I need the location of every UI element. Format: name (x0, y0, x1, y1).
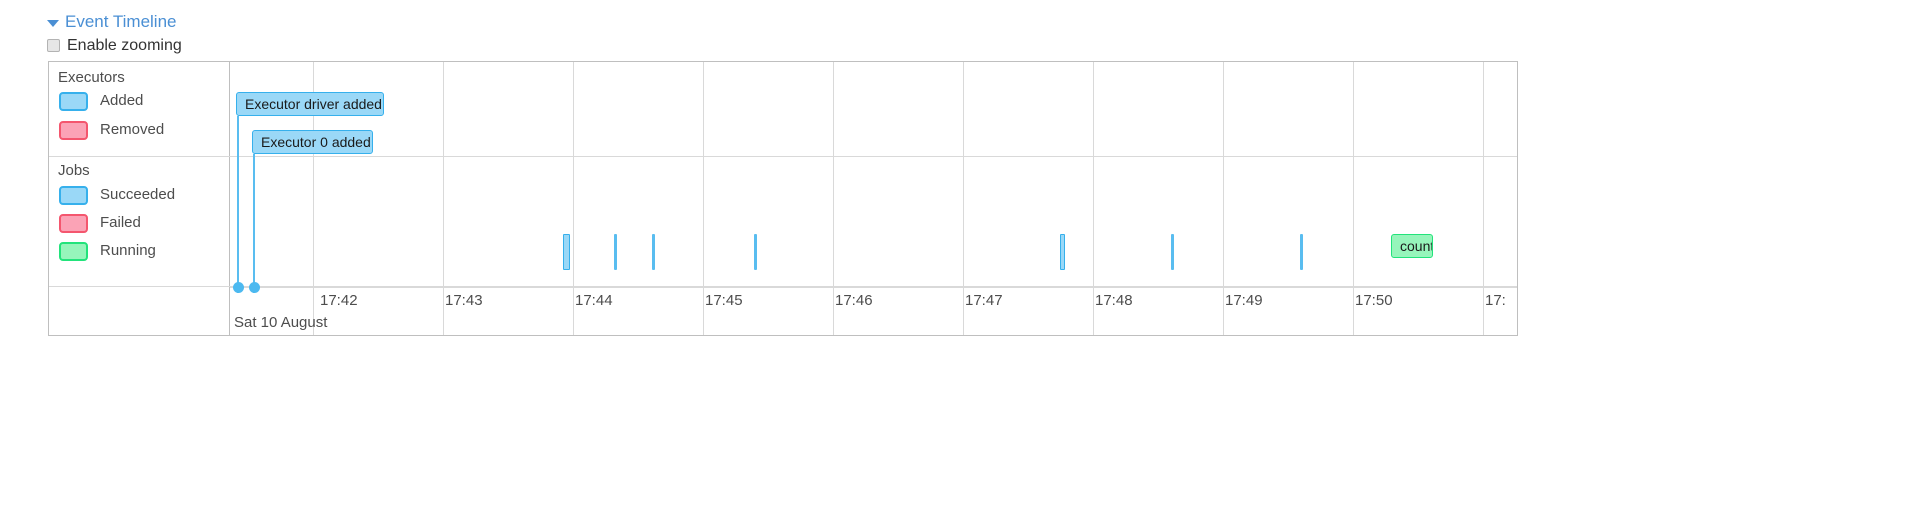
lane-executors (230, 62, 1517, 157)
legend-column: Executors Added Removed Jobs Succeeded F… (49, 62, 230, 335)
legend-group-title-jobs: Jobs (58, 162, 90, 179)
job-tick[interactable] (1171, 234, 1174, 270)
legend-item-added[interactable]: Added (59, 91, 143, 111)
legend-label-removed: Removed (100, 121, 165, 138)
axis-tick-label: 17:49 (1225, 292, 1263, 309)
job-running-box[interactable]: count (1391, 234, 1433, 258)
axis-date-label: Sat 10 August (234, 314, 328, 331)
grid-line (703, 62, 704, 335)
event-stem (253, 154, 255, 293)
axis-tick-label: 17:44 (575, 292, 613, 309)
event-timeline-chart[interactable]: Executors Added Removed Jobs Succeeded F… (48, 61, 1518, 336)
job-tick[interactable] (1300, 234, 1303, 270)
swatch-removed-icon (59, 120, 88, 140)
enable-zooming-row[interactable]: Enable zooming (47, 36, 182, 55)
axis-tick-label: 17:47 (965, 292, 1003, 309)
swatch-running-icon (59, 241, 88, 261)
grid-line (573, 62, 574, 335)
axis-rule (230, 287, 1517, 288)
timeline-canvas[interactable]: 17:42 17:43 17:44 17:45 17:46 17:47 17:48 17:49… (230, 62, 1517, 335)
job-tick[interactable] (652, 234, 655, 270)
grid-line (833, 62, 834, 335)
legend-label-failed: Failed (100, 214, 141, 231)
job-tick[interactable] (1060, 234, 1065, 270)
swatch-failed-icon (59, 213, 88, 233)
axis-tick-label: 17:50 (1355, 292, 1393, 309)
axis-tick-label: 17:45 (705, 292, 743, 309)
legend-item-succeeded[interactable]: Succeeded (59, 185, 175, 205)
legend-group-executors: Executors Added Removed (49, 62, 230, 157)
event-stem (237, 116, 239, 293)
legend-group-jobs: Jobs Succeeded Failed Running (49, 157, 230, 287)
legend-label-running: Running (100, 242, 156, 259)
axis-tick-label: 17:46 (835, 292, 873, 309)
legend-axis-spacer (49, 287, 230, 335)
legend-group-title-executors: Executors (58, 69, 125, 86)
event-label-box[interactable]: Executor 0 added (252, 130, 373, 154)
job-tick[interactable] (754, 234, 757, 270)
swatch-added-icon (59, 91, 88, 111)
lane-jobs (230, 157, 1517, 287)
event-timeline-toggle[interactable]: Event Timeline (47, 12, 177, 32)
legend-label-succeeded: Succeeded (100, 186, 176, 203)
caret-down-icon (47, 19, 59, 27)
event-dot-marker[interactable] (249, 282, 260, 293)
legend-item-failed[interactable]: Failed (59, 213, 141, 233)
event-dot-marker[interactable] (233, 282, 244, 293)
legend-label-added: Added (100, 92, 144, 109)
event-label-box[interactable]: Executor driver added (236, 92, 384, 116)
axis-tick-label: 17:48 (1095, 292, 1133, 309)
enable-zooming-label: Enable zooming (67, 37, 182, 54)
grid-line (1483, 62, 1484, 335)
grid-line (443, 62, 444, 335)
job-tick[interactable] (563, 234, 570, 270)
grid-line (313, 62, 314, 335)
grid-line (963, 62, 964, 335)
legend-item-removed[interactable]: Removed (59, 120, 164, 140)
grid-line (1353, 62, 1354, 335)
swatch-succeeded-icon (59, 185, 88, 205)
legend-item-running[interactable]: Running (59, 241, 156, 261)
grid-line (1223, 62, 1224, 335)
grid-line (1093, 62, 1094, 335)
axis-tick-label: 17:42 (320, 292, 358, 309)
lane-axis (230, 287, 1517, 335)
axis-tick-label: 17:43 (445, 292, 483, 309)
page-title: Event Timeline (65, 12, 177, 31)
job-tick[interactable] (614, 234, 617, 270)
checkbox-icon[interactable] (47, 39, 60, 52)
axis-tick-label: 17: (1485, 292, 1506, 309)
